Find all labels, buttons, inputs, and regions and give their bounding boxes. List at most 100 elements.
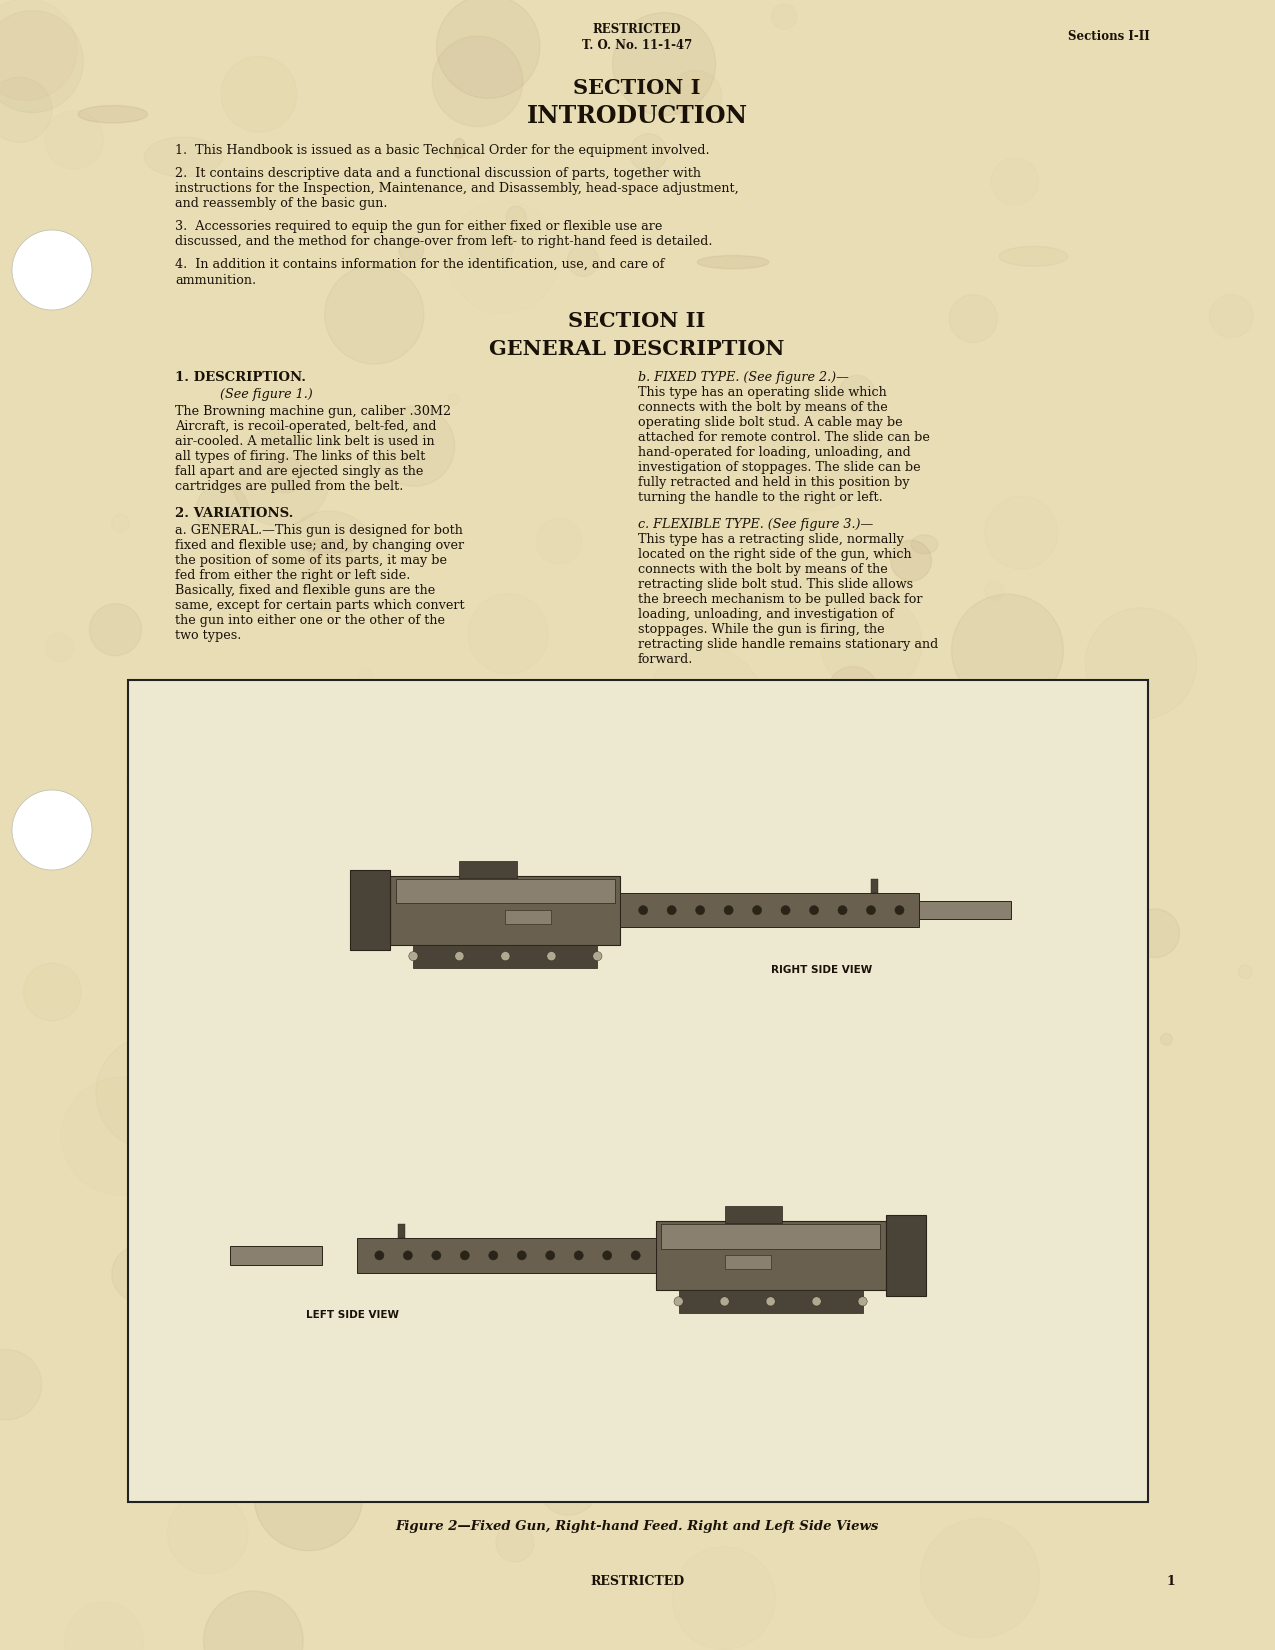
Text: the breech mechanism to be pulled back for: the breech mechanism to be pulled back f… (638, 592, 923, 606)
Bar (655, 1221, 886, 1290)
Bar (724, 1206, 782, 1223)
Bar (351, 870, 390, 950)
Bar (390, 876, 621, 945)
Text: two types.: two types. (175, 629, 241, 642)
Circle shape (547, 952, 556, 960)
Text: located on the right side of the gun, which: located on the right side of the gun, wh… (638, 548, 912, 561)
Circle shape (812, 1297, 821, 1307)
Text: turning the handle to the right or left.: turning the handle to the right or left. (638, 492, 882, 503)
Bar (505, 911, 551, 924)
Circle shape (488, 1251, 497, 1261)
Text: RESTRICTED: RESTRICTED (593, 23, 681, 36)
Text: the position of some of its parts, it may be: the position of some of its parts, it ma… (175, 554, 448, 568)
Text: SECTION I: SECTION I (574, 78, 701, 97)
Text: stoppages. While the gun is firing, the: stoppages. While the gun is firing, the (638, 624, 885, 635)
Ellipse shape (175, 1195, 226, 1231)
Circle shape (891, 540, 932, 581)
Circle shape (254, 1442, 362, 1551)
Text: This type has a retracting slide, normally: This type has a retracting slide, normal… (638, 533, 904, 546)
Text: hand-operated for loading, unloading, and: hand-operated for loading, unloading, an… (638, 446, 910, 459)
Bar (678, 1290, 863, 1313)
Text: 1. DESCRIPTION.: 1. DESCRIPTION. (175, 371, 306, 384)
Text: Aircraft, is recoil-operated, belt-fed, and: Aircraft, is recoil-operated, belt-fed, … (175, 421, 436, 432)
Text: 4.  In addition it contains information for the identification, use, and care of: 4. In addition it contains information f… (175, 257, 664, 271)
Text: attached for remote control. The slide can be: attached for remote control. The slide c… (638, 431, 929, 444)
Bar (397, 879, 615, 903)
Circle shape (274, 1379, 338, 1442)
Bar (398, 1224, 405, 1238)
Text: Sections I-II: Sections I-II (1068, 30, 1150, 43)
Text: 2. VARIATIONS.: 2. VARIATIONS. (175, 507, 293, 520)
Circle shape (766, 1297, 775, 1307)
Text: connects with the bolt by means of the: connects with the bolt by means of the (638, 563, 887, 576)
Text: retracting slide bolt stud. This slide allows: retracting slide bolt stud. This slide a… (638, 578, 913, 591)
Circle shape (696, 906, 705, 914)
Text: 2.  It contains descriptive data and a functional discussion of parts, together : 2. It contains descriptive data and a fu… (175, 167, 701, 180)
Ellipse shape (696, 1081, 710, 1119)
Text: instructions for the Inspection, Maintenance, and Disassembly, head-space adjust: instructions for the Inspection, Mainten… (175, 182, 738, 195)
Text: the gun into either one or the other of the: the gun into either one or the other of … (175, 614, 445, 627)
Text: GENERAL DESCRIPTION: GENERAL DESCRIPTION (490, 338, 784, 360)
Text: fed from either the right or left side.: fed from either the right or left side. (175, 569, 411, 582)
Circle shape (858, 1297, 867, 1307)
Circle shape (574, 1251, 584, 1261)
Ellipse shape (128, 764, 168, 797)
Circle shape (827, 667, 878, 718)
Circle shape (11, 229, 92, 310)
Bar (621, 893, 919, 927)
Text: all types of firing. The links of this belt: all types of firing. The links of this b… (175, 450, 426, 464)
Circle shape (460, 1251, 469, 1261)
Text: and reassembly of the basic gun.: and reassembly of the basic gun. (175, 198, 388, 211)
Circle shape (11, 790, 92, 870)
Circle shape (895, 906, 904, 914)
Text: INTRODUCTION: INTRODUCTION (527, 104, 747, 129)
Text: fall apart and are ejected singly as the: fall apart and are ejected singly as the (175, 465, 423, 478)
Bar (459, 861, 516, 878)
Text: 1: 1 (1167, 1576, 1176, 1587)
Ellipse shape (697, 256, 769, 269)
Circle shape (838, 906, 847, 914)
Circle shape (196, 483, 249, 536)
Circle shape (375, 1251, 384, 1261)
Text: a. GENERAL.—This gun is designed for both: a. GENERAL.—This gun is designed for bot… (175, 525, 463, 536)
Circle shape (403, 1251, 412, 1261)
Circle shape (1160, 1033, 1172, 1044)
Text: SECTION II: SECTION II (569, 310, 705, 332)
Text: connects with the bolt by means of the: connects with the bolt by means of the (638, 401, 887, 414)
Ellipse shape (669, 931, 719, 957)
Circle shape (363, 741, 409, 787)
Circle shape (782, 906, 790, 914)
Text: ammunition.: ammunition. (175, 274, 256, 287)
Text: loading, unloading, and investigation of: loading, unloading, and investigation of (638, 607, 894, 620)
Text: investigation of stoppages. The slide can be: investigation of stoppages. The slide ca… (638, 460, 921, 474)
Text: T. O. No. 11-1-47: T. O. No. 11-1-47 (581, 40, 692, 53)
Circle shape (639, 906, 648, 914)
Text: discussed, and the method for change-over from left- to right-hand feed is detai: discussed, and the method for change-ove… (175, 236, 713, 249)
Circle shape (593, 952, 602, 960)
Circle shape (149, 769, 236, 855)
Text: (See figure 1.): (See figure 1.) (221, 388, 312, 401)
Text: forward.: forward. (638, 653, 694, 667)
Circle shape (674, 1297, 683, 1307)
Bar (662, 1224, 880, 1249)
Text: same, except for certain parts which convert: same, except for certain parts which con… (175, 599, 464, 612)
Circle shape (724, 906, 733, 914)
Text: retracting slide handle remains stationary and: retracting slide handle remains stationa… (638, 639, 938, 652)
Circle shape (375, 406, 455, 487)
Circle shape (89, 604, 142, 655)
Bar (230, 1246, 323, 1264)
Text: This type has an operating slide which: This type has an operating slide which (638, 386, 886, 399)
Circle shape (432, 1251, 441, 1261)
Text: c. FLEXIBLE TYPE. (See figure 3.)—: c. FLEXIBLE TYPE. (See figure 3.)— (638, 518, 873, 531)
Circle shape (546, 1251, 555, 1261)
Circle shape (409, 952, 418, 960)
Circle shape (603, 1251, 612, 1261)
Ellipse shape (78, 106, 148, 124)
Bar (357, 1238, 655, 1272)
Ellipse shape (495, 698, 557, 731)
Circle shape (752, 906, 761, 914)
Text: Basically, fixed and flexible guns are the: Basically, fixed and flexible guns are t… (175, 584, 435, 597)
Circle shape (667, 906, 676, 914)
Bar (413, 945, 598, 967)
Text: air-cooled. A metallic link belt is used in: air-cooled. A metallic link belt is used… (175, 436, 435, 449)
